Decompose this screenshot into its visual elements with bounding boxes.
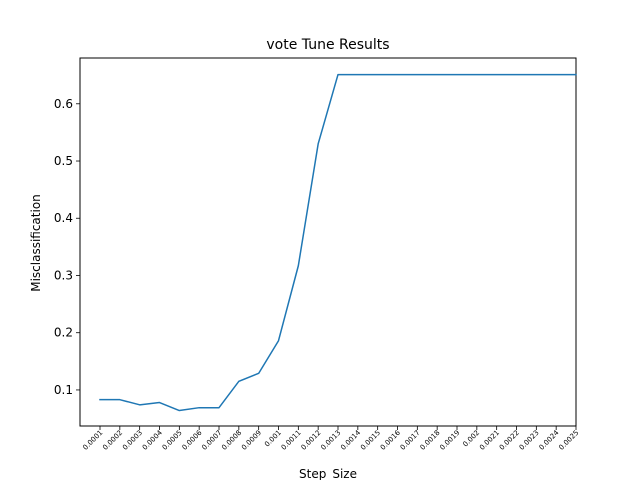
x-tick-label: 0.0001 — [81, 429, 104, 452]
x-tick-label: 0.0014 — [339, 428, 362, 451]
x-tick-label: 0.0013 — [319, 429, 342, 452]
x-axis: 0.00010.00020.00030.00040.00050.00060.00… — [81, 426, 580, 452]
x-tick-label: 0.0003 — [121, 429, 144, 452]
x-tick-label: 0.0005 — [161, 429, 184, 452]
y-tick-label: 0.3 — [54, 268, 73, 282]
x-tick-label: 0.0008 — [220, 429, 243, 452]
x-tick-label: 0.0015 — [359, 429, 382, 452]
y-tick-label: 0.4 — [54, 211, 73, 225]
x-tick-label: 0.0006 — [181, 428, 204, 451]
x-tick-label: 0.0017 — [399, 429, 422, 452]
x-tick-label: 0.0016 — [379, 428, 402, 451]
y-tick-label: 0.5 — [54, 154, 73, 168]
x-tick-label: 0.0009 — [240, 429, 263, 452]
x-axis-label: Step_Size — [299, 467, 357, 480]
x-tick-label: 0.0011 — [280, 429, 303, 452]
x-tick-label: 0.0018 — [419, 429, 442, 452]
y-axis: 0.1 0.2 0.3 0.4 0.5 0.6 — [54, 97, 80, 397]
x-tick-label: 0.0007 — [200, 429, 223, 452]
x-tick-label: 0.0012 — [300, 429, 323, 452]
y-tick-label: 0.2 — [54, 326, 73, 340]
x-tick-label: 0.0022 — [498, 429, 521, 452]
plot-area-frame — [79, 57, 577, 427]
x-tick-label: 0.0021 — [478, 429, 501, 452]
x-tick-label: 0.0024 — [538, 428, 561, 451]
y-axis-label: Misclassification — [29, 194, 43, 292]
y-tick-label: 0.1 — [54, 383, 73, 397]
x-tick-label: 0.0025 — [557, 429, 580, 452]
x-tick-label: 0.0023 — [518, 429, 541, 452]
x-tick-label: 0.0019 — [438, 429, 461, 452]
chart-title: vote Tune Results — [266, 37, 389, 53]
y-tick-label: 0.6 — [54, 97, 73, 111]
x-tick-label: 0.0002 — [101, 429, 124, 452]
series-line — [99, 73, 577, 412]
x-tick-label: 0.0004 — [141, 428, 164, 451]
